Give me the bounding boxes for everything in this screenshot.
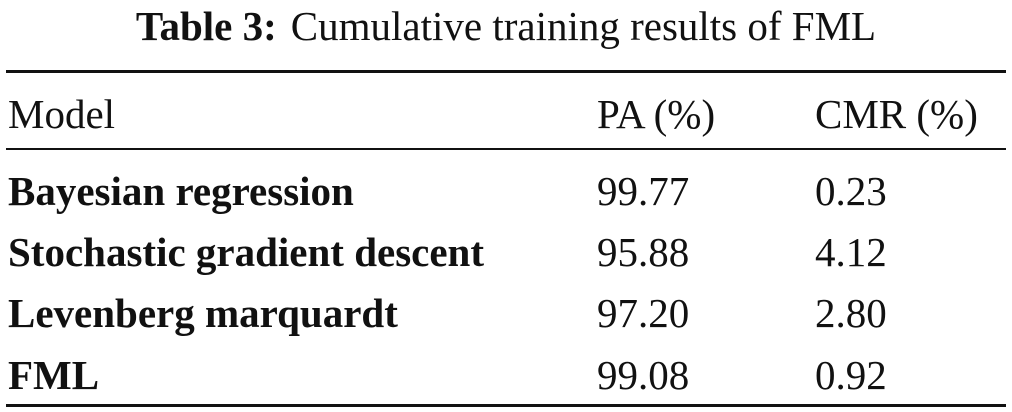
header-cell: Model	[8, 91, 116, 137]
model-name: Stochastic gradient descent	[8, 229, 485, 275]
value-cell: 2.80	[815, 290, 887, 336]
model-name: FML	[8, 352, 100, 398]
bottom-rule	[6, 404, 1006, 407]
top-rule	[6, 70, 1006, 73]
caption: Table 3: Cumulative training results of F…	[0, 2, 1012, 50]
value-cell: 97.20	[597, 290, 690, 336]
value-cell: 95.88	[597, 229, 690, 275]
model-name: Bayesian regression	[8, 168, 354, 214]
value-cell: 0.23	[815, 168, 887, 214]
value-cell: 4.12	[815, 229, 887, 275]
value-cell: 99.77	[597, 168, 690, 214]
value-cell: 0.92	[815, 352, 887, 398]
mid-rule	[6, 148, 1006, 150]
caption-text: Cumulative training results of FML	[290, 3, 877, 49]
model-name: Levenberg marquardt	[8, 290, 398, 336]
value-cell: 99.08	[597, 352, 690, 398]
header-cell: CMR (%)	[815, 91, 978, 137]
header-cell: PA (%)	[597, 91, 716, 137]
caption-label: Table 3:	[135, 3, 277, 49]
